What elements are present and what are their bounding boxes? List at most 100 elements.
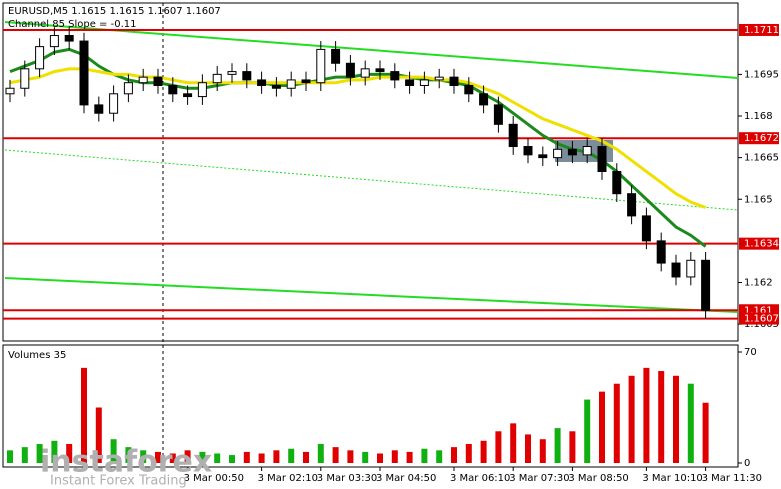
- volume-bar: [451, 447, 457, 463]
- volume-bar: [702, 402, 709, 463]
- candle-body: [434, 76, 444, 81]
- x-tick-label: 3 Mar 00:50: [184, 473, 244, 484]
- volume-bar: [155, 451, 161, 463]
- candle-body: [405, 79, 415, 86]
- level-label: 1.1711: [744, 25, 779, 36]
- price-frame: [2, 2, 739, 342]
- candle-body: [627, 193, 637, 217]
- y-tick-label: 1.165: [744, 194, 773, 205]
- volume-bar: [317, 443, 324, 463]
- candle-body: [64, 35, 74, 42]
- volume-bar: [436, 450, 443, 463]
- candle-body: [493, 104, 503, 125]
- x-tick-label: 3 Mar 11:30: [702, 473, 762, 484]
- candle-body: [123, 82, 133, 95]
- candle-body: [109, 93, 119, 114]
- volume-bar: [628, 375, 635, 463]
- volume-bar: [687, 383, 694, 463]
- volume-bar: [229, 455, 235, 463]
- channel-line: [4, 277, 739, 313]
- volume-bar: [199, 451, 206, 463]
- candle-body: [138, 76, 148, 84]
- candle-body: [523, 146, 533, 156]
- channel-midline: [4, 149, 739, 211]
- volume-bar: [288, 448, 295, 463]
- volume-bar: [673, 375, 679, 463]
- volume-bar: [421, 448, 428, 463]
- candle-body: [597, 146, 607, 172]
- volume-bar: [525, 434, 531, 463]
- y-tick-label: 70: [744, 347, 757, 358]
- candle-body: [419, 79, 429, 86]
- volume-bar: [7, 450, 13, 463]
- candle-body: [686, 259, 696, 278]
- candle-body: [153, 76, 163, 86]
- volume-bar: [599, 391, 605, 463]
- candle-body: [390, 71, 400, 81]
- volume-bar: [406, 451, 413, 463]
- candle-body: [20, 68, 30, 89]
- candle-body: [331, 48, 341, 64]
- volume-bar: [110, 439, 117, 463]
- candle-body: [345, 62, 355, 78]
- indicator-label: Channel 85 Slope = -0.11: [8, 19, 137, 30]
- volume-bar: [658, 371, 665, 463]
- volume-bar: [140, 450, 147, 463]
- volume-bar: [539, 439, 546, 463]
- candle-body: [612, 171, 622, 195]
- volume-bar: [495, 431, 502, 463]
- candle-body: [449, 76, 459, 86]
- level-box: [739, 23, 779, 36]
- y-tick-label: 1.162: [744, 278, 773, 289]
- volume-bar: [36, 443, 43, 463]
- candle-body: [701, 259, 711, 311]
- candle-body: [301, 79, 311, 84]
- volume-bar: [125, 447, 132, 463]
- level-label: 1.1607: [744, 314, 779, 325]
- level-box: [739, 132, 779, 145]
- volume-title: Volumes 35: [8, 350, 66, 361]
- volume-bar: [184, 450, 191, 463]
- volume-bar: [303, 451, 309, 463]
- volume-bar: [347, 450, 354, 463]
- volume-bar: [362, 451, 369, 463]
- candle-body: [35, 46, 45, 70]
- candle-body: [94, 104, 104, 114]
- candle-body: [360, 68, 370, 78]
- volume-bar: [554, 428, 561, 463]
- level-box: [739, 312, 779, 325]
- candle-body: [49, 35, 59, 48]
- candle-body: [375, 68, 385, 73]
- candle-body: [567, 148, 577, 156]
- x-tick-label: 3 Mar 06:10: [450, 473, 510, 484]
- volume-bar: [214, 453, 221, 463]
- candle-body: [183, 93, 193, 98]
- candle-body: [656, 240, 666, 264]
- candle-body: [641, 215, 651, 242]
- level-label: 1.161: [744, 305, 773, 316]
- candle-body: [553, 148, 563, 159]
- candle-body: [582, 146, 592, 156]
- x-tick-label: 3 Mar 04:50: [376, 473, 436, 484]
- candle-body: [242, 71, 252, 81]
- moving-average: [9, 67, 707, 209]
- candle-body: [168, 84, 178, 95]
- volume-bar: [51, 440, 58, 463]
- volume-bar: [643, 367, 650, 463]
- candle-body: [316, 48, 326, 84]
- candle-body: [271, 84, 281, 89]
- watermark-brand: instaforex: [40, 445, 212, 480]
- candle-body: [212, 73, 222, 84]
- y-tick-label: 1.1695: [744, 69, 779, 80]
- candle-body: [464, 84, 474, 95]
- x-tick-label: 3 Mar 03:30: [317, 473, 377, 484]
- candle-body: [508, 123, 518, 148]
- volume-frame: [2, 344, 739, 468]
- candle-body: [286, 79, 296, 89]
- candle-body: [479, 93, 489, 106]
- x-tick-label: 3 Mar 07:30: [509, 473, 569, 484]
- y-tick-label: 1.1665: [744, 153, 779, 164]
- volume-bar: [66, 443, 73, 463]
- chart-title: EURUSD,M5 1.1615 1.1615 1.1607 1.1607: [8, 6, 221, 17]
